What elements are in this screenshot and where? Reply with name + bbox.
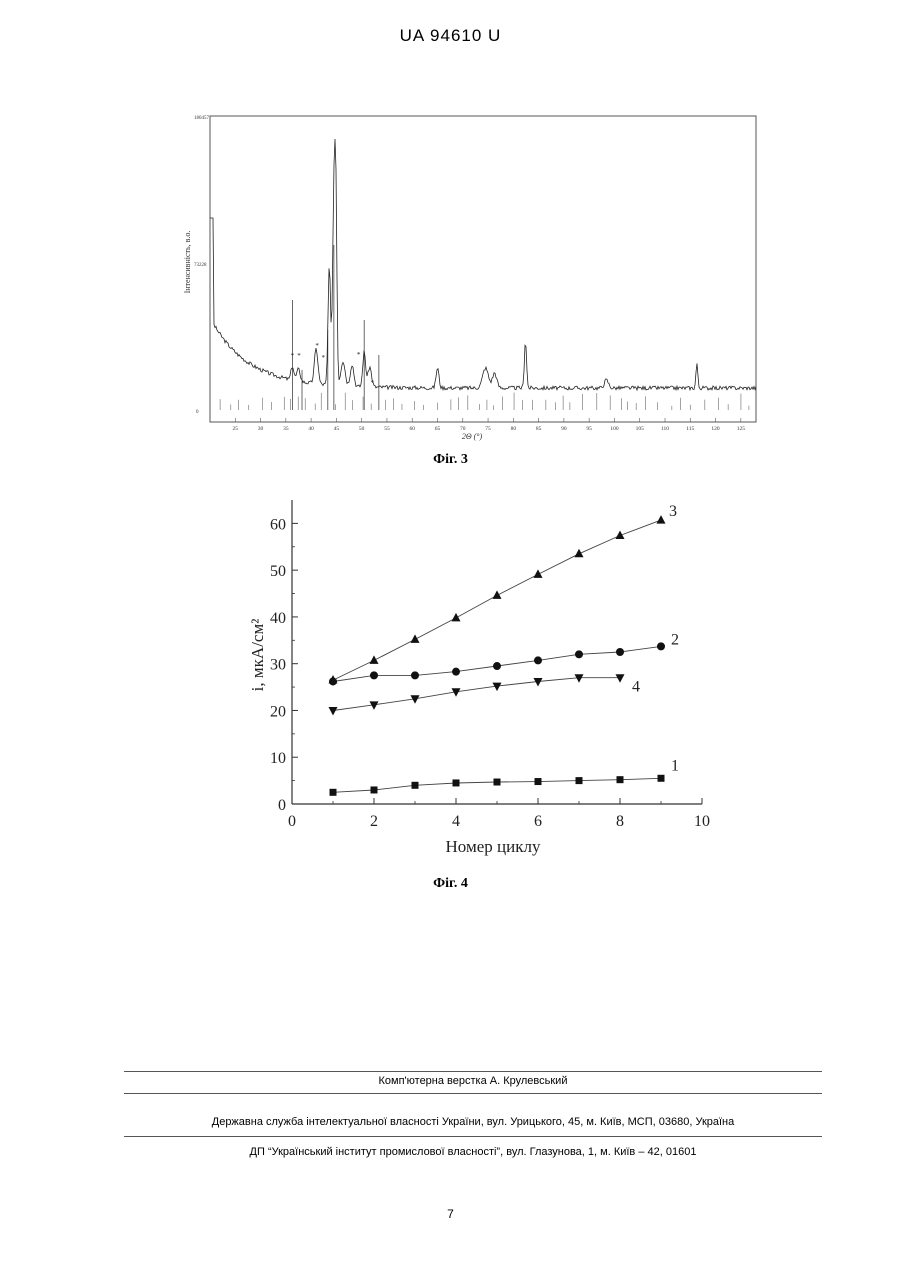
layout-credit: Комп'ютерна верстка А. Крулевський xyxy=(124,1075,822,1087)
xrd-x-tick-label: 85 xyxy=(536,426,542,432)
xrd-x-tick-label: 50 xyxy=(359,426,365,432)
footer-rule-top xyxy=(124,1071,822,1072)
xrd-y-tick-zero: 0 xyxy=(196,410,199,415)
series-label: 1 xyxy=(671,757,679,774)
chart-x-tick-label: 2 xyxy=(370,813,378,830)
series-label: 2 xyxy=(671,631,679,648)
xrd-pattern-figure: Інтенсивність, в.о. 180457 73228 0 25 30 3… xyxy=(180,110,770,445)
data-point xyxy=(493,590,502,599)
data-point xyxy=(657,642,665,650)
chart-y-tick-label: 50 xyxy=(270,563,286,580)
chart-x-tick-label: 8 xyxy=(616,813,624,830)
series-label: 3 xyxy=(669,503,677,520)
chart-x-tick-label: 4 xyxy=(452,813,460,830)
xrd-x-tick-label: 65 xyxy=(435,426,441,432)
chart-y-tick-label: 20 xyxy=(270,703,286,720)
xrd-x-tick-label: 45 xyxy=(334,426,340,432)
xrd-x-axis-label: 2Θ (°) xyxy=(462,432,483,441)
xrd-x-tick-label: 40 xyxy=(308,426,314,432)
chart-x-axis-label: Номер циклу xyxy=(446,837,541,856)
data-point xyxy=(616,648,624,656)
chart-y-tick-label: 60 xyxy=(270,516,286,533)
data-point xyxy=(616,674,625,683)
xrd-x-tick-label: 80 xyxy=(511,426,517,432)
xrd-y-axis-label: Інтенсивність, в.о. xyxy=(183,231,192,294)
agency-address: Державна служба інтелектуальної власност… xyxy=(124,1116,822,1128)
data-point xyxy=(330,789,337,796)
footer-rule-middle xyxy=(124,1093,822,1094)
data-point xyxy=(453,779,460,786)
data-point xyxy=(575,650,583,658)
chart-y-tick-label: 0 xyxy=(278,797,286,814)
xrd-y-tick-top: 180457 xyxy=(194,116,210,121)
xrd-x-tick-label: 60 xyxy=(409,426,415,432)
document-number: UA 94610 U xyxy=(0,26,901,46)
data-point xyxy=(534,569,543,578)
data-point xyxy=(576,777,583,784)
xrd-x-tick-label: 120 xyxy=(711,426,720,432)
chart-x-tick-label: 0 xyxy=(288,813,296,830)
page-number: 7 xyxy=(0,1207,901,1221)
xrd-x-tick-label: 90 xyxy=(561,426,567,432)
data-point xyxy=(370,655,379,664)
xrd-plot-frame xyxy=(210,116,756,422)
data-point xyxy=(658,775,665,782)
xrd-phase-marker: * xyxy=(291,352,295,360)
chart-x-tick-label: 6 xyxy=(534,813,542,830)
xrd-x-tick-label: 30 xyxy=(258,426,264,432)
xrd-phase-marker: * xyxy=(357,351,361,359)
data-point xyxy=(575,549,584,558)
chart-y-axis-label: i, мкА/см² xyxy=(248,619,267,692)
data-point xyxy=(452,613,461,622)
xrd-phase-marker: * xyxy=(315,342,319,350)
data-point xyxy=(535,778,542,785)
xrd-x-tick-label: 105 xyxy=(636,426,645,432)
data-point xyxy=(494,779,501,786)
figure-3-caption: Фіг. 3 xyxy=(0,452,901,468)
series-3: 3 xyxy=(329,503,678,683)
xrd-x-tick-label: 100 xyxy=(610,426,619,432)
xrd-x-tick-label: 95 xyxy=(586,426,592,432)
data-point xyxy=(575,674,584,683)
chart-x-tick-label: 10 xyxy=(694,813,710,830)
xrd-y-tick-mid: 73228 xyxy=(194,263,207,268)
series-1: 1 xyxy=(330,757,680,796)
xrd-phase-marker: * xyxy=(371,379,375,387)
data-point xyxy=(657,515,666,524)
series-label: 4 xyxy=(632,679,640,696)
xrd-x-tick-label: 35 xyxy=(283,426,289,432)
footer-rule-bottom xyxy=(124,1136,822,1137)
xrd-x-tick-label: 125 xyxy=(737,426,746,432)
data-point xyxy=(371,786,378,793)
xrd-phase-marker: * xyxy=(321,354,325,362)
xrd-phase-marker: * xyxy=(297,352,301,360)
xrd-x-tick-label: 25 xyxy=(233,426,239,432)
data-point xyxy=(617,776,624,783)
current-vs-cycle-chart: 0 2 4 6 8 10 0 10 20 30 40 50 60 1 2 3 4 i, мкА/см² Ном… xyxy=(230,495,720,865)
data-point xyxy=(534,656,542,664)
chart-y-tick-label: 30 xyxy=(270,657,286,674)
xrd-x-tick-label: 75 xyxy=(485,426,491,432)
series-2: 2 xyxy=(329,631,679,685)
xrd-x-tick-label: 55 xyxy=(384,426,390,432)
series-line xyxy=(333,520,661,680)
data-point xyxy=(452,668,460,676)
data-point xyxy=(412,782,419,789)
institute-address: ДП “Український інститут промислової вла… xyxy=(124,1146,822,1158)
chart-y-tick-label: 40 xyxy=(270,610,286,627)
data-point xyxy=(329,707,338,716)
data-point xyxy=(370,671,378,679)
xrd-x-tick-label: 110 xyxy=(661,426,669,432)
series-4: 4 xyxy=(329,674,641,715)
figure-4-caption: Фіг. 4 xyxy=(0,876,901,892)
data-point xyxy=(493,662,501,670)
data-point xyxy=(411,634,420,643)
data-point xyxy=(411,671,419,679)
chart-y-tick-label: 10 xyxy=(270,750,286,767)
xrd-x-tick-label: 115 xyxy=(686,426,694,432)
